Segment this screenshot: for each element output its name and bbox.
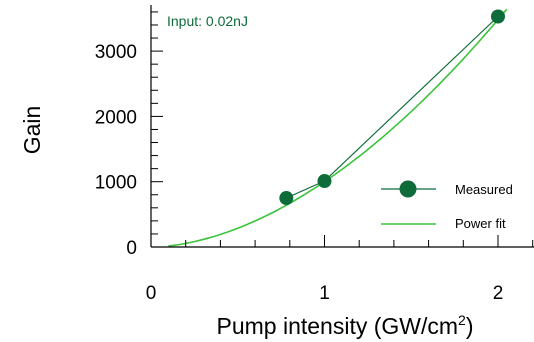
x-axis-title: Pump intensity (GW/cm2)	[216, 312, 473, 339]
legend-measured-label: Measured	[455, 182, 513, 197]
measured-point	[279, 191, 294, 206]
legend-measured-marker	[399, 180, 417, 198]
measured-line	[286, 16, 499, 199]
y-tick-label: 3000	[95, 42, 137, 63]
y-tick-label: 2000	[95, 107, 137, 128]
x-tick-label: 1	[319, 283, 330, 304]
legend: Measured Power fit	[381, 180, 513, 231]
x-axis-title-tail: )	[466, 313, 474, 339]
measured-point	[317, 174, 332, 189]
legend-fit-label: Power fit	[455, 216, 506, 231]
measured-point	[491, 9, 505, 24]
x-tick-label: 2	[493, 283, 504, 304]
input-annotation: Input: 0.02nJ	[167, 13, 248, 29]
x-tick-label: 0	[146, 283, 157, 304]
x-axis-title-main: Pump intensity (GW/cm	[216, 313, 458, 339]
y-tick-label: 1000	[95, 173, 137, 194]
y-tick-label: 0	[126, 238, 137, 259]
power-fit-curve	[168, 8, 508, 247]
x-axis-title-superscript: 2	[458, 312, 466, 328]
y-axis-title: Gain	[19, 106, 45, 155]
